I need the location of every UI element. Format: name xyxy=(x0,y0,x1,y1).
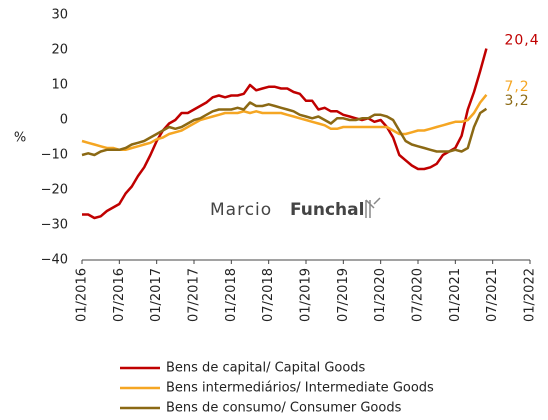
watermark: Funchal xyxy=(290,200,364,220)
x-tick-label: 01/2021 xyxy=(448,268,463,322)
y-tick-label: 30 xyxy=(51,8,68,23)
x-tick-label: 01/2017 xyxy=(149,268,164,322)
x-tick-label: 01/2019 xyxy=(299,268,314,322)
x-tick-label: 01/2018 xyxy=(224,268,239,322)
x-tick-label: 07/2018 xyxy=(261,268,276,322)
end-label: 20,4 xyxy=(504,33,539,49)
legend-label: Bens de capital/ Capital Goods xyxy=(166,361,366,376)
x-tick-label: 07/2016 xyxy=(112,268,127,322)
x-tick-label: 01/2022 xyxy=(523,268,538,322)
y-tick-label: −40 xyxy=(41,253,68,268)
y-tick-label: −30 xyxy=(41,218,68,233)
y-tick-label: −10 xyxy=(41,148,68,163)
x-tick-label: 07/2017 xyxy=(187,268,202,322)
end-label: 3,2 xyxy=(504,93,529,109)
watermark-logo xyxy=(365,197,381,218)
legend-label: Bens de consumo/ Consumer Goods xyxy=(166,401,402,416)
watermark: Marcio xyxy=(210,200,272,220)
series-line xyxy=(82,48,488,220)
series-line xyxy=(81,94,488,152)
x-tick-label: 01/2020 xyxy=(373,268,388,322)
y-axis-label: % xyxy=(14,131,26,146)
legend-label: Bens intermediários/ Intermediate Goods xyxy=(166,381,434,396)
y-tick-label: 10 xyxy=(51,78,68,93)
x-tick-label: 07/2020 xyxy=(411,268,426,322)
x-tick-label: 01/2016 xyxy=(75,268,90,322)
series-line xyxy=(81,101,488,157)
y-tick-label: 20 xyxy=(51,43,68,58)
y-tick-label: 0 xyxy=(60,113,68,128)
x-tick-label: 07/2021 xyxy=(485,268,500,322)
end-label: 7,2 xyxy=(504,79,529,95)
y-tick-label: −20 xyxy=(41,183,68,198)
x-tick-label: 07/2019 xyxy=(336,268,351,322)
